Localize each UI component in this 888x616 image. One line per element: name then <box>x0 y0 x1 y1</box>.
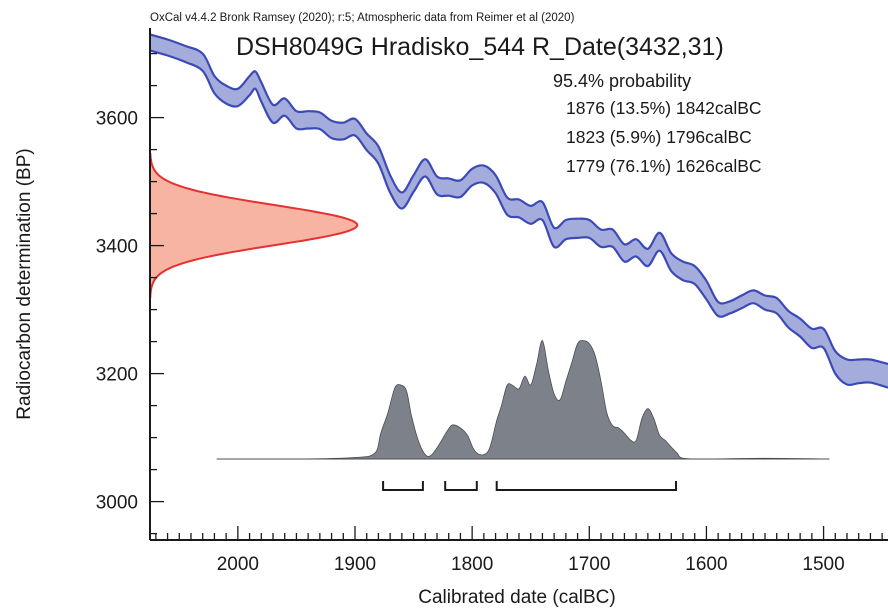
range-bracket-3 <box>495 481 677 491</box>
probability-heading: 95.4% probability <box>553 71 691 91</box>
x-axis-label: Calibrated date (calBC) <box>418 587 615 608</box>
chart-title: DSH8049G Hradisko_544 R_Date(3432,31) <box>236 33 724 61</box>
range-line-1: 1876 (13.5%) 1842calBC <box>566 98 762 118</box>
calibration-curve <box>149 33 888 389</box>
range-line-3: 1779 (76.1%) 1626calBC <box>566 156 762 176</box>
radiocarbon-distribution <box>149 152 359 299</box>
x-tick-label: 1600 <box>685 554 727 575</box>
range-bracket-2 <box>444 481 478 491</box>
range-line-2: 1823 (5.9%) 1796calBC <box>566 127 752 147</box>
y-tick-label: 3600 <box>96 109 138 130</box>
radiocarbon-outline <box>149 152 359 299</box>
x-tick-label: 1800 <box>451 554 493 575</box>
axes: 2000 1900 1800 1700 1600 1500 3000 3200 3400 3600 <box>96 28 888 575</box>
oxcal-header: OxCal v4.4.2 Bronk Ramsey (2020); r:5; A… <box>150 12 575 24</box>
radiocarbon-fill <box>150 153 358 299</box>
x-tick-label: 1500 <box>802 554 844 575</box>
range-bracket-1 <box>382 481 424 491</box>
calibration-upper-line <box>149 33 888 366</box>
calibration-lower-line <box>149 49 888 389</box>
posterior-distribution <box>216 340 830 460</box>
range-brackets <box>382 481 677 491</box>
y-tick-label: 3000 <box>96 493 138 514</box>
x-tick-label: 1700 <box>568 554 610 575</box>
posterior-area <box>216 340 830 460</box>
y-axis-label: Radiocarbon determination (BP) <box>14 148 35 419</box>
y-tick-label: 3400 <box>96 237 138 258</box>
x-tick-label: 2000 <box>217 554 259 575</box>
y-tick-label: 3200 <box>96 365 138 386</box>
x-tick-label: 1900 <box>334 554 376 575</box>
